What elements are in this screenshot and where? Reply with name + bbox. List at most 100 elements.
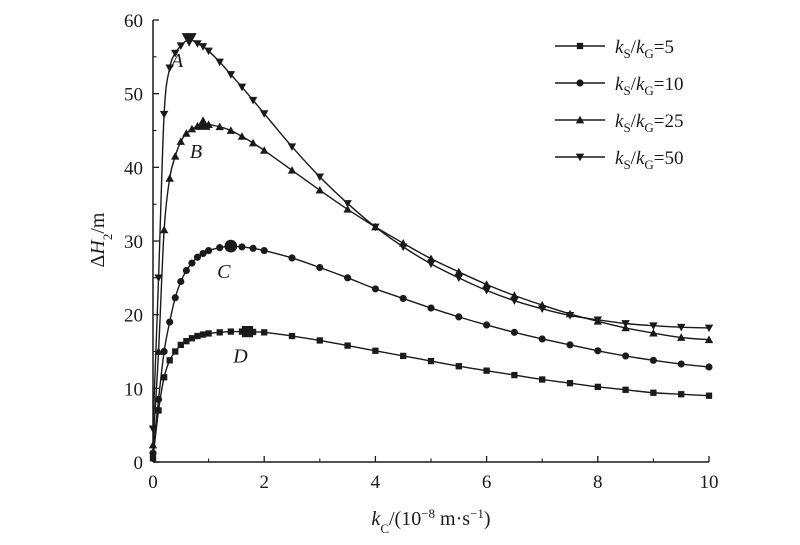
data-point-marker [565,312,575,320]
data-point-marker [315,173,324,182]
data-point-marker [454,274,463,283]
data-point-marker [287,143,297,151]
data-point-marker [677,323,686,332]
series-2 [149,242,713,457]
data-point-marker [510,328,518,336]
data-point-marker [400,352,407,360]
data-point-marker [172,348,179,355]
y-tick-label: 50 [124,85,143,106]
data-point-marker [510,291,519,299]
data-point-marker [182,266,190,275]
data-point-marker [216,244,224,252]
data-point-marker [183,338,190,345]
peak-annotations: D C B A [169,33,254,368]
data-point-marker [482,286,491,295]
data-point-marker [454,267,463,276]
data-point-marker [315,185,324,194]
data-point-marker [171,152,180,160]
data-point-marker [238,243,246,251]
data-point-marker [622,386,629,393]
data-point-marker [677,360,685,368]
data-point-marker [261,329,268,336]
ticks-group: 0 2 4 6 8 10 0 10 20 30 40 50 60 [124,11,719,493]
data-point-marker [166,318,174,326]
data-point-marker [539,376,546,383]
data-point-marker [678,391,685,398]
data-point-marker [188,259,196,267]
legend-item: kS/kG=50 [555,148,684,172]
data-point-marker [371,285,379,293]
legend-label: kS/kG=5 [615,37,674,61]
data-point-marker [160,374,168,381]
series-4 [148,35,714,434]
legend-label: kS/kG=10 [615,74,684,98]
data-point-marker [159,225,169,234]
data-point-marker [215,58,224,67]
peak-marker [224,239,238,253]
data-point-marker [593,316,602,325]
data-point-marker [288,332,296,340]
data-point-marker [171,49,180,58]
data-point-marker [677,333,686,341]
data-point-marker [187,124,197,133]
data-point-marker [650,389,657,396]
data-point-marker [538,305,547,313]
x-tick-label: 4 [371,472,381,493]
data-point-marker [482,280,491,288]
y-tick-label: 30 [124,232,143,253]
data-point-marker [372,347,379,354]
data-point-marker [205,247,213,255]
data-point-marker [455,313,463,321]
data-point-marker [260,247,268,255]
data-point-marker [160,347,168,356]
data-point-marker [427,357,435,365]
data-point-marker [399,294,407,303]
data-point-marker [198,43,208,51]
peak-marker [241,325,254,338]
x-tick-label: 0 [148,472,158,493]
data-point-marker [288,254,296,262]
data-point-marker [649,328,658,337]
data-point-marker [226,71,236,79]
data-point-marker [165,174,174,182]
data-point-marker [260,110,269,118]
data-point-marker [176,42,185,50]
y-tick-label: 20 [124,306,143,327]
data-point-marker [237,83,247,92]
data-point-marker [371,223,380,232]
data-point-marker [622,352,630,360]
data-point-marker [427,304,435,312]
data-point-marker [260,146,269,154]
data-point-marker [171,294,179,302]
legend-label: kS/kG=25 [615,111,684,135]
data-point-marker [248,138,258,147]
data-point-marker [216,329,223,336]
data-point-marker [510,297,519,305]
data-point-marker [205,330,212,337]
data-point-marker [194,332,201,340]
data-point-marker [204,47,213,56]
data-point-marker [399,243,408,252]
data-point-marker [227,328,234,335]
data-point-marker [594,347,602,355]
data-point-marker [165,64,174,73]
data-point-marker [566,341,574,349]
legend-marker [576,42,584,50]
data-point-marker [176,137,185,145]
y-tick-label: 40 [124,158,143,179]
data-point-marker [343,205,352,213]
peak-label: D [232,346,248,368]
data-point-marker [483,367,490,374]
legend-marker [575,153,585,162]
data-point-marker [199,249,207,258]
data-point-marker [566,380,574,387]
data-point-marker [426,254,436,263]
legend-marker [576,79,584,87]
data-point-marker [621,320,630,328]
data-point-marker [155,407,162,414]
peak-marker [195,116,211,130]
data-point-marker [511,371,518,379]
data-point-marker [226,126,236,134]
peak-label: A [169,50,184,72]
